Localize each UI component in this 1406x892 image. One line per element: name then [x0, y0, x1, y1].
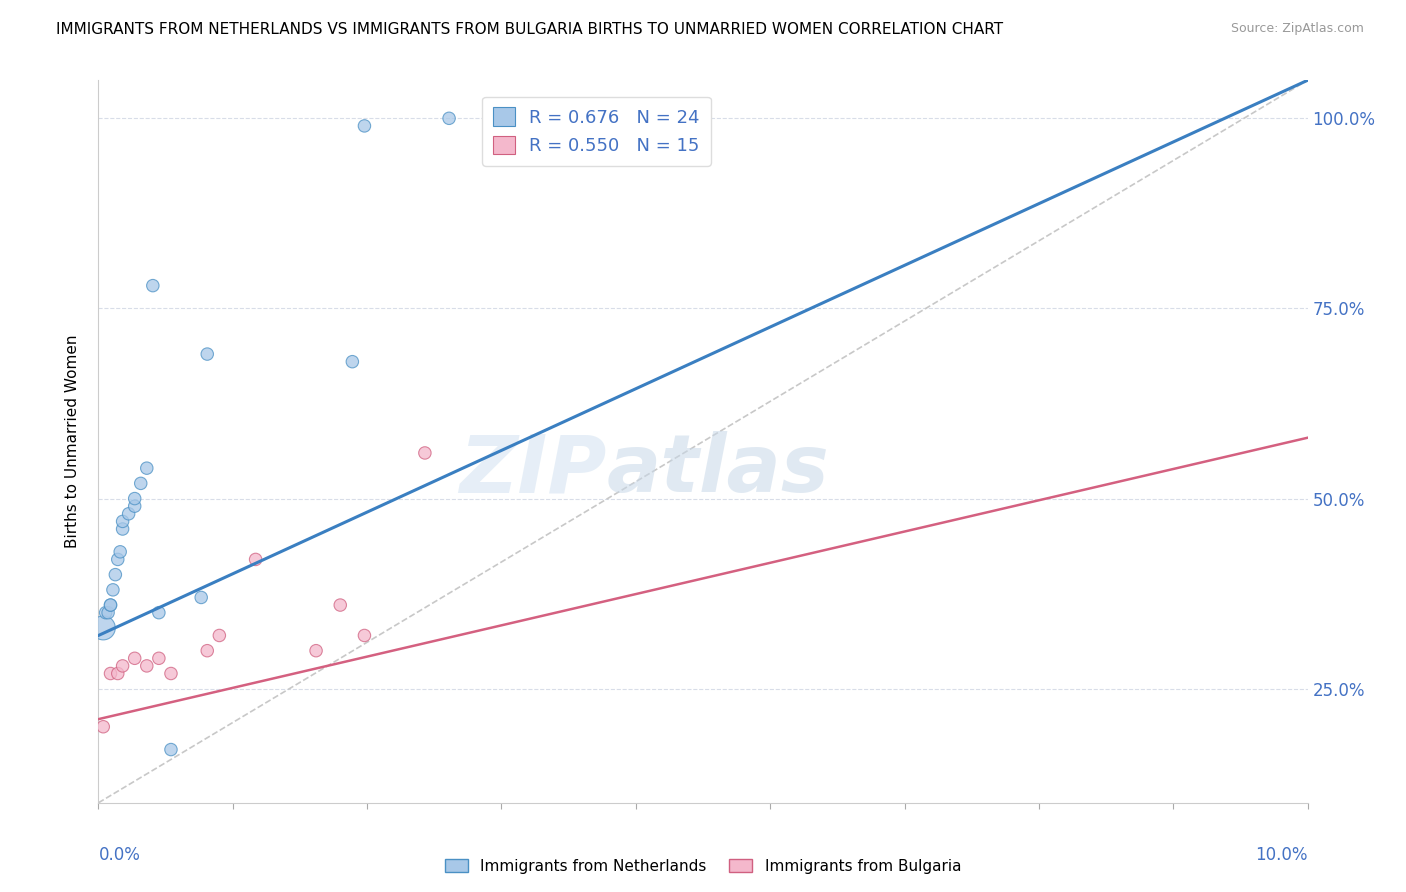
Point [342, 354, 364, 368]
Point [101, 582, 124, 597]
Point [413, 446, 436, 460]
Point [104, 567, 127, 582]
Point [100, 598, 122, 612]
Point [91, 720, 114, 734]
Point [135, 461, 157, 475]
Legend: R = 0.676   N = 24, R = 0.550   N = 15: R = 0.676 N = 24, R = 0.550 N = 15 [482, 96, 710, 166]
Point [329, 598, 352, 612]
Point [124, 499, 146, 513]
Text: 0.0%: 0.0% [98, 847, 141, 864]
Point [245, 552, 267, 566]
Point [142, 278, 165, 293]
Point [353, 119, 375, 133]
Point [305, 643, 328, 657]
Point [107, 552, 129, 566]
Point [160, 742, 183, 756]
Point [148, 606, 170, 620]
Text: IMMIGRANTS FROM NETHERLANDS VS IMMIGRANTS FROM BULGARIA BIRTHS TO UNMARRIED WOME: IMMIGRANTS FROM NETHERLANDS VS IMMIGRANT… [56, 22, 1004, 37]
Point [111, 522, 134, 536]
Point [129, 476, 152, 491]
Point [94, 606, 117, 620]
Point [107, 666, 129, 681]
Point [208, 628, 231, 642]
Point [437, 112, 460, 126]
Legend: Immigrants from Netherlands, Immigrants from Bulgaria: Immigrants from Netherlands, Immigrants … [439, 853, 967, 880]
Point [91, 621, 114, 635]
Point [135, 659, 157, 673]
Point [100, 666, 122, 681]
Point [195, 347, 218, 361]
Text: Source: ZipAtlas.com: Source: ZipAtlas.com [1230, 22, 1364, 36]
Point [195, 643, 218, 657]
Point [100, 598, 122, 612]
Y-axis label: Births to Unmarried Women: Births to Unmarried Women [65, 334, 80, 549]
Point [190, 591, 212, 605]
Text: ZIP: ZIP [458, 432, 606, 509]
Point [124, 651, 146, 665]
Point [108, 545, 131, 559]
Point [148, 651, 170, 665]
Point [111, 659, 134, 673]
Text: 10.0%: 10.0% [1256, 847, 1308, 864]
Point [97, 606, 120, 620]
Point [124, 491, 146, 506]
Point [353, 628, 375, 642]
Text: atlas: atlas [606, 432, 830, 509]
Point [118, 507, 141, 521]
Point [111, 515, 134, 529]
Point [160, 666, 183, 681]
